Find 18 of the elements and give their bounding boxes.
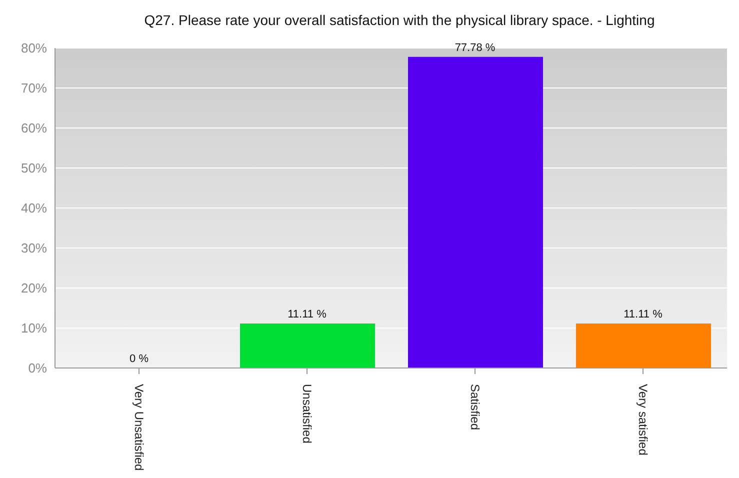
y-tick-label: 0%: [28, 360, 48, 376]
y-tick-label: 10%: [20, 320, 48, 336]
x-tick-label: Unsatisfied: [300, 384, 314, 444]
chart-title: Q27. Please rate your overall satisfaction with the physical library space. - Lighting: [143, 12, 656, 28]
x-tick-label: Very satisfied: [636, 384, 650, 456]
y-tick-label: 60%: [20, 120, 48, 136]
y-tick-label: 30%: [20, 240, 48, 256]
y-tick-label: 40%: [20, 200, 48, 216]
x-tick-label: Very Unsatisfied: [132, 384, 146, 471]
y-tick-label: 70%: [20, 80, 48, 96]
data-label: 11.11 %: [624, 308, 663, 321]
data-label: 77.78 %: [454, 42, 496, 54]
y-tick-label: 50%: [20, 160, 48, 176]
y-tick-label: 20%: [20, 280, 48, 296]
data-label: 11.11 %: [288, 308, 327, 321]
y-tick-label: 80%: [20, 40, 48, 56]
x-tick-label: Satisfied: [468, 384, 482, 430]
data-label: 0 %: [130, 353, 149, 365]
